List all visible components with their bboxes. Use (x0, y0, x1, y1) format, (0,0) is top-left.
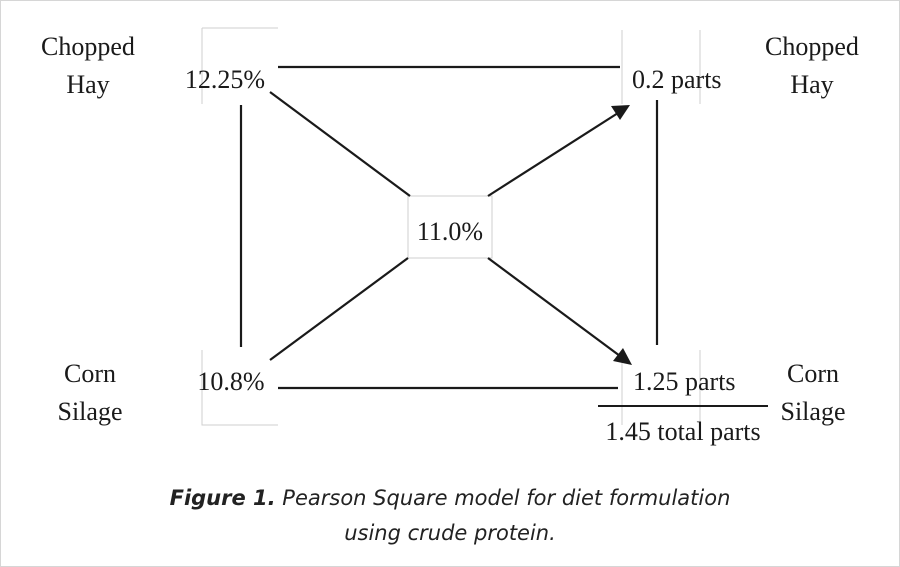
bottom-left-box (201, 350, 278, 426)
bottom-right-value: 1.25 parts (633, 367, 736, 396)
arrowhead-top-icon (611, 105, 630, 120)
right-top-label-2: Hay (790, 70, 833, 99)
left-top-label-1: Chopped (41, 32, 135, 61)
bottom-left-value: 10.8% (197, 367, 264, 396)
caption-line1-text: Pearson Square model for diet formulatio… (276, 486, 731, 510)
right-boxes (621, 30, 701, 425)
total-value: 1.45 total parts (605, 417, 760, 446)
arrow-to-top-right (487, 112, 619, 197)
right-top-label-1: Chopped (765, 32, 859, 61)
left-top-label-2: Hay (66, 70, 109, 99)
caption-prefix: Figure 1. (170, 486, 276, 510)
left-bottom-label-1: Corn (64, 359, 116, 388)
arrowhead-bottom-icon (613, 348, 632, 365)
center-box (407, 195, 493, 259)
diagonal-top-left (269, 91, 411, 197)
top-left-value: 12.25% (185, 65, 265, 94)
top-left-box (201, 27, 278, 104)
center-value: 11.0% (417, 217, 483, 246)
figure-caption-line2: using crude protein. (344, 521, 556, 545)
diagonal-bottom-left (269, 257, 409, 361)
arrow-to-bottom-right (487, 257, 621, 357)
right-bottom-label-2: Silage (781, 397, 846, 426)
left-bottom-label-2: Silage (58, 397, 123, 426)
right-bottom-label-1: Corn (787, 359, 839, 388)
figure-caption-line1: Figure 1. Pearson Square model for diet … (170, 486, 731, 510)
top-right-value: 0.2 parts (632, 65, 722, 94)
